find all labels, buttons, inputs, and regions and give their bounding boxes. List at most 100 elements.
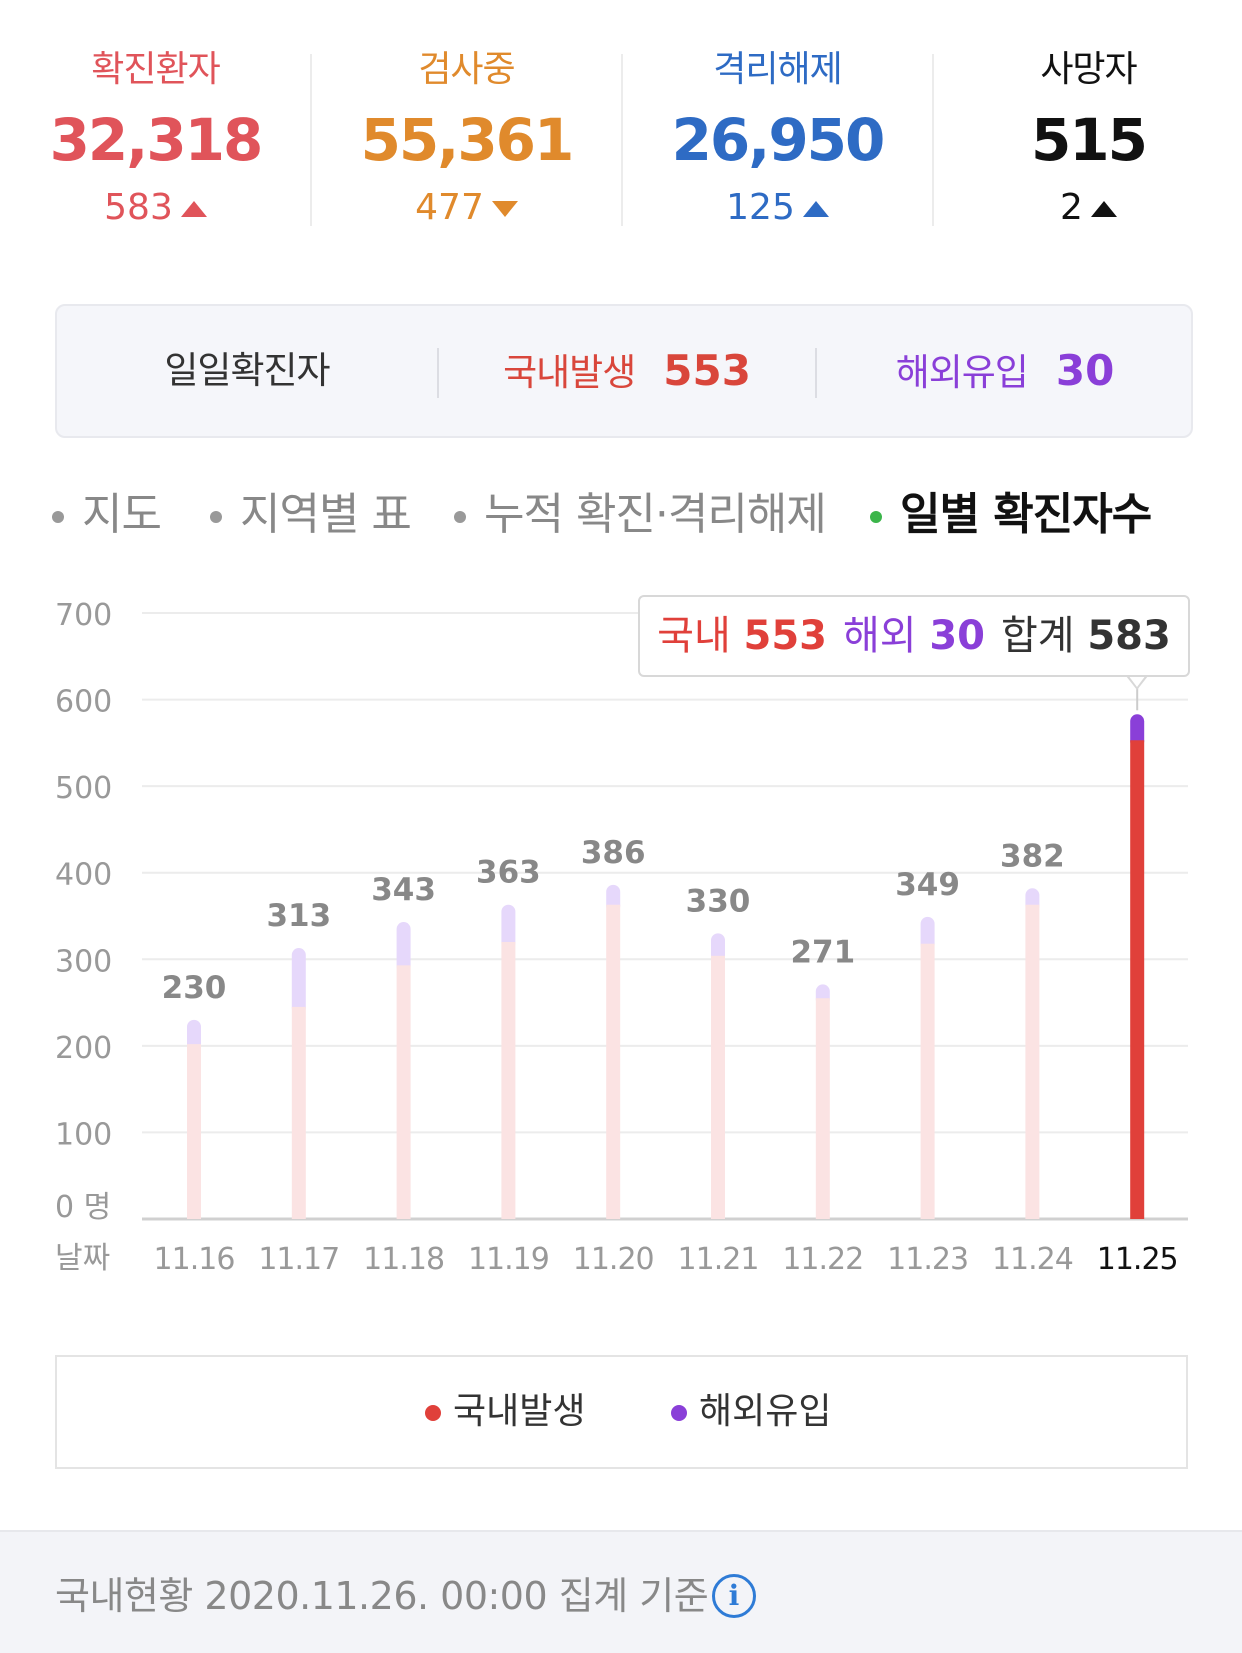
x-tick-label: 11.18 (363, 1242, 444, 1277)
bar-domestic (396, 965, 411, 1219)
x-tick-label: 11.16 (154, 1242, 235, 1277)
y-tick-label: 500 (55, 771, 112, 806)
daily-domestic: 국내발생 553 (439, 306, 815, 436)
bar-overseas (187, 1019, 201, 1053)
bar-domestic (291, 1006, 306, 1219)
x-tick-label: 11.21 (678, 1242, 759, 1277)
divider (815, 348, 817, 398)
bullet-icon (454, 511, 466, 523)
bar-domestic (187, 1044, 201, 1219)
x-tick-label: 11.20 (573, 1242, 654, 1277)
tab-map[interactable]: 지도 (52, 480, 162, 550)
stat-label: 검사중 (418, 49, 515, 90)
stat-delta-value: 583 (104, 187, 173, 228)
bar-domestic (501, 941, 516, 1219)
tab-label: 지도 (82, 489, 162, 540)
tab-label: 누적 확진·격리해제 (484, 489, 827, 540)
x-tick-label: 11.23 (887, 1242, 968, 1277)
bar-domestic (920, 943, 935, 1219)
legend-dot (425, 1405, 441, 1421)
x-axis-label: 날짜 (55, 1241, 110, 1276)
bar-domestic (606, 904, 621, 1219)
arrow-up-icon (1090, 201, 1117, 217)
data-label: 230 (162, 970, 227, 1006)
stat-delta: 125 (622, 180, 933, 236)
tooltip-domestic-value: 553 (743, 613, 828, 659)
y-tick-label: 100 (55, 1117, 112, 1152)
footer: 국내현황 2020.11.26. 00:00 집계 기준 i (0, 1530, 1242, 1653)
x-tick-label: 11.17 (258, 1242, 339, 1277)
daily-domestic-value: 553 (663, 346, 751, 395)
y-tick-label: 600 (55, 685, 112, 720)
legend-label: 해외유입 (699, 1391, 832, 1432)
data-label: 386 (581, 835, 646, 871)
daily-confirmed-box: 일일확진자 국내발생 553 해외유입 30 (55, 304, 1193, 438)
daily-overseas-value: 30 (1055, 346, 1115, 395)
stat-delta-value: 125 (726, 187, 795, 228)
bullet-icon (52, 511, 64, 523)
bar-overseas (501, 904, 516, 950)
x-tick-label: 11.22 (782, 1242, 863, 1277)
divider (932, 54, 934, 226)
arrow-down-icon (491, 201, 518, 217)
tooltip-total-value: 583 (1087, 613, 1171, 659)
info-icon[interactable]: i (712, 1574, 756, 1618)
tooltip-arrow-inner (1128, 675, 1146, 687)
x-tick-label: 11.19 (468, 1242, 549, 1277)
stat-value: 55,361 (360, 106, 575, 174)
stat-delta-value: 477 (415, 187, 484, 228)
daily-confirmed-chart: 0 명 100 200 300 400 500 600 700 날짜 230 11.16 313 11.… (55, 598, 1188, 1277)
data-label: 343 (371, 872, 436, 908)
tab-daily-confirmed[interactable]: 일별 확진자수 (870, 480, 1152, 550)
stat-label: 사망자 (1040, 49, 1137, 90)
bullet-icon (870, 511, 882, 523)
data-basis-note: 국내현황 2020.11.26. 00:00 집계 기준 (55, 1574, 709, 1618)
daily-domestic-label: 국내발생 (503, 351, 636, 394)
stat-delta: 583 (0, 180, 311, 236)
bullet-icon (210, 511, 222, 523)
tab-label: 일별 확진자수 (900, 489, 1152, 540)
stat-label: 격리해제 (713, 49, 842, 90)
stat-delta: 477 (311, 180, 622, 236)
tooltip-total-label: 합계 (1001, 613, 1075, 659)
tooltip-overseas-value: 30 (929, 613, 985, 659)
bar-domestic (1130, 740, 1145, 1219)
data-label: 271 (790, 934, 855, 970)
bar-overseas (1130, 714, 1145, 749)
legend-item-overseas[interactable]: 해외유입 (671, 1357, 831, 1467)
legend-item-domestic[interactable]: 국내발생 (425, 1357, 585, 1467)
daily-overseas: 해외유입 30 (817, 306, 1193, 436)
divider (621, 54, 623, 226)
x-tick-label: 11.24 (992, 1242, 1073, 1277)
tab-cumulative[interactable]: 누적 확진·격리해제 (454, 480, 827, 550)
stat-testing: 검사중 55,361 477 (311, 40, 622, 230)
y-tick-label: 200 (55, 1031, 112, 1066)
legend-dot (671, 1405, 687, 1421)
y-tick-label: 400 (55, 858, 112, 893)
divider (310, 54, 312, 226)
chart-legend: 국내발생 해외유입 (55, 1355, 1188, 1469)
bar-domestic (1025, 904, 1040, 1219)
x-tick-label: 11.25 (1097, 1242, 1178, 1277)
stat-deaths: 사망자 515 2 (933, 40, 1242, 230)
tab-label: 지역별 표 (240, 489, 412, 540)
legend-label: 국내발생 (453, 1391, 586, 1432)
tooltip-overseas-label: 해외 (843, 613, 917, 659)
data-label: 330 (686, 883, 751, 919)
bar-overseas (396, 922, 411, 974)
tooltip-domestic-label: 국내 (657, 613, 731, 659)
stat-confirmed: 확진환자 32,318 583 (0, 40, 311, 230)
data-label: 363 (476, 855, 541, 891)
arrow-up-icon (802, 201, 829, 217)
stat-value: 32,318 (49, 106, 264, 174)
stat-delta-value: 2 (1060, 187, 1083, 228)
bar-domestic (815, 998, 830, 1219)
stat-delta: 2 (933, 180, 1242, 236)
y-tick-label: 300 (55, 944, 112, 979)
stat-value: 515 (1030, 106, 1148, 174)
arrow-up-icon (180, 201, 207, 217)
stat-released: 격리해제 26,950 125 (622, 40, 933, 230)
divider (437, 348, 439, 398)
y-tick-label: 700 (55, 598, 112, 633)
tab-regional-table[interactable]: 지역별 표 (210, 480, 412, 550)
